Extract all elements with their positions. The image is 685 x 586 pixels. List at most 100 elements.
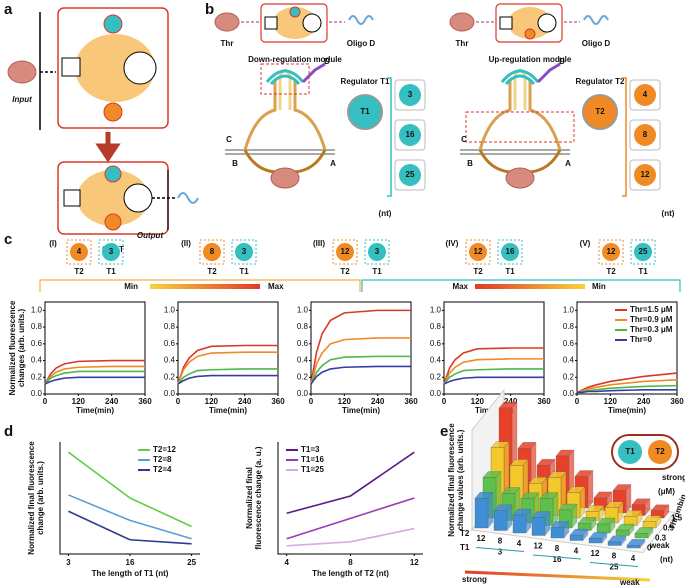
y-tick-label: 1.0 — [563, 305, 575, 314]
strand-label: C — [226, 135, 232, 144]
core — [273, 7, 317, 39]
x-axis-label: Time(min) — [76, 406, 114, 415]
oligo-d — [301, 62, 326, 84]
series-line — [177, 374, 278, 385]
bracket — [387, 77, 392, 197]
regulator-box — [98, 239, 124, 265]
thrombin-level: 1.5 — [671, 514, 683, 523]
strand-label: B — [467, 159, 473, 168]
legend-label: T2=12 — [153, 445, 176, 454]
scale-label: Max — [268, 282, 284, 291]
y-axis-label: change values (arb. units.) — [456, 429, 465, 530]
t1 — [103, 14, 123, 34]
regulator — [634, 243, 652, 261]
bar — [569, 534, 584, 541]
strand — [478, 80, 562, 151]
oligo-wave — [348, 15, 374, 25]
module-title: Up-regulation module — [489, 55, 572, 64]
regulator-box — [66, 239, 92, 265]
legend-label: T2=8 — [153, 455, 172, 464]
t2-label: 12 — [534, 542, 543, 551]
panel-a: a Input Output CAST — [4, 1, 199, 254]
x-tick-label: 240 — [238, 397, 252, 406]
strand-label: B — [232, 159, 238, 168]
t1-label: 25 — [610, 563, 619, 572]
series-line — [67, 451, 192, 528]
bar — [634, 533, 649, 539]
y-tick-label: 0.4 — [430, 356, 442, 365]
legend-label: Thr=0.9 μM — [630, 315, 673, 324]
x-tick-label: 120 — [338, 397, 352, 406]
y-tick-label: 0.4 — [164, 356, 176, 365]
roman: (III) — [313, 239, 325, 248]
y-tick-label: 1.0 — [31, 305, 43, 314]
regulator-name: T2 — [74, 267, 84, 276]
legend-label: Thr=1.5 μM — [630, 305, 673, 314]
y-tick-label: 0.8 — [430, 322, 442, 331]
bracket — [361, 279, 681, 292]
t2-label: 4 — [574, 547, 579, 556]
scale-arrow — [464, 570, 651, 582]
oligo-wave — [177, 192, 199, 204]
x-tick-label: 3 — [66, 558, 71, 567]
regulator-box — [332, 239, 358, 265]
y-tick-label: 0.2 — [31, 372, 43, 381]
plot-frame — [44, 301, 146, 395]
regulator-name: T2 — [340, 267, 350, 276]
regulator-name: T2 — [207, 267, 217, 276]
panel-label: d — [4, 423, 13, 440]
scale-bar — [150, 284, 260, 289]
series-line — [177, 351, 278, 385]
y-tick-label: 1.0 — [297, 305, 309, 314]
regulator-label: 8 — [210, 247, 215, 256]
aptamer — [478, 149, 562, 174]
strand — [243, 80, 327, 151]
highlight — [465, 111, 575, 143]
panel-label: e — [440, 423, 448, 440]
regulator-label: 3 — [109, 247, 114, 256]
option — [634, 164, 656, 186]
option — [634, 84, 656, 106]
series-line — [44, 376, 145, 385]
roman: (IV) — [446, 239, 459, 248]
regulator-box — [465, 239, 491, 265]
x-tick-label: 0 — [309, 397, 314, 406]
regulator-icon — [524, 28, 536, 40]
nt-label: (nt) — [660, 555, 673, 564]
t2 — [103, 102, 123, 122]
scale-label: weak — [649, 541, 670, 550]
input-label: Input — [12, 95, 32, 104]
y-tick-label: 0.6 — [563, 339, 575, 348]
t2-label: 12 — [477, 534, 486, 543]
y-tick-label: 0.8 — [31, 322, 43, 331]
scale-label: strong — [662, 473, 685, 482]
regulator — [336, 243, 354, 261]
regulator-label: 4 — [77, 247, 82, 256]
square — [499, 16, 513, 30]
bar — [642, 521, 657, 529]
x-tick-label: 8 — [348, 558, 353, 567]
legend-label: T1=16 — [301, 455, 324, 464]
core — [508, 7, 552, 39]
x-axis-label: The length of T2 (nt) — [312, 569, 389, 578]
strand-label: D — [559, 57, 565, 66]
legend-label: T1=3 — [301, 445, 320, 454]
regulator — [368, 243, 386, 261]
series-line — [576, 378, 678, 394]
inset-label: T2 — [655, 447, 665, 456]
option — [634, 124, 656, 146]
bar — [512, 514, 527, 534]
panel-b: Thr Oligo D Down-regulation module C B A D Regu… — [214, 3, 675, 218]
y-tick-label: 0.6 — [297, 339, 309, 348]
thrombin-icon — [214, 12, 240, 32]
regulator — [203, 243, 221, 261]
regulator — [70, 243, 88, 261]
t2-label: 4 — [517, 539, 522, 548]
regulator-label: Regulator T2 — [576, 77, 625, 86]
y-tick-label: 0.0 — [297, 389, 309, 398]
regulator-box — [199, 239, 225, 265]
axis-name: T2 — [460, 529, 470, 538]
plot-frame — [310, 301, 412, 395]
series-line — [310, 355, 411, 385]
